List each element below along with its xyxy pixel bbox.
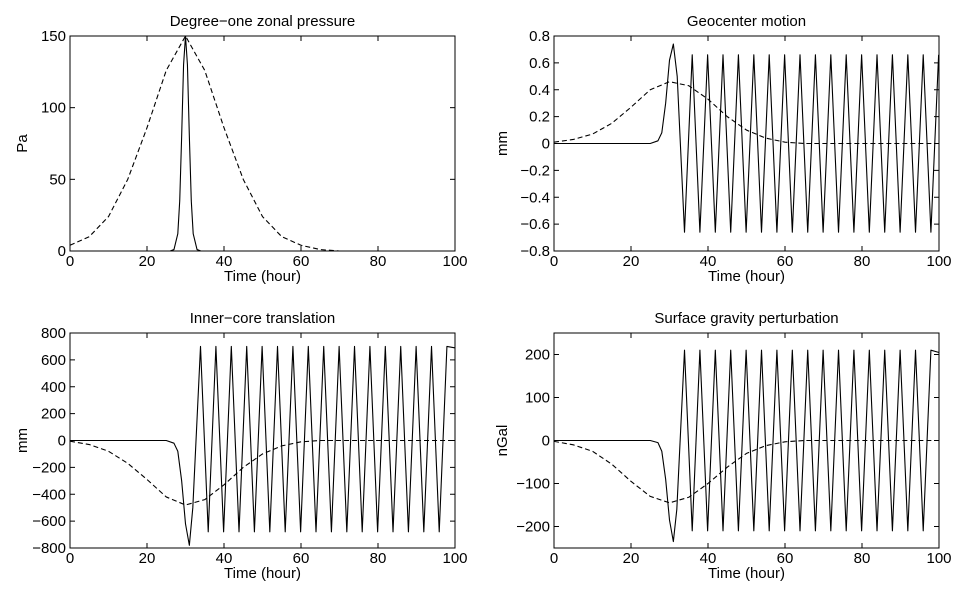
x-tick-label: 60 — [777, 550, 794, 567]
x-tick-label: 100 — [926, 550, 951, 567]
chart-title: Geocenter motion — [687, 13, 806, 30]
y-tick-label: 200 — [525, 347, 550, 364]
chart-title: Degree−one zonal pressure — [170, 13, 356, 30]
y-tick-label: 0.6 — [529, 55, 550, 72]
y-tick-label: 100 — [41, 100, 66, 117]
x-tick-label: 0 — [66, 550, 74, 567]
x-tick-label: 80 — [370, 550, 387, 567]
plot-frame — [69, 35, 456, 252]
y-tick-label: 400 — [41, 379, 66, 396]
x-axis-label: Time (hour) — [708, 268, 785, 285]
y-tick-label: −800 — [32, 540, 66, 557]
x-tick-label: 0 — [550, 550, 558, 567]
x-tick-label: 100 — [926, 253, 951, 270]
chart-panel-geocenter: Geocenter motion 0 20 40 60 80 100 −0.8 −0.6 −0.4… — [494, 13, 952, 285]
x-tick-label: 100 — [442, 253, 467, 270]
x-tick-label: 60 — [293, 253, 310, 270]
x-tick-label: 0 — [550, 253, 558, 270]
series-line-solid — [70, 345, 455, 546]
x-tick-label: 40 — [216, 253, 233, 270]
y-tick-label: 600 — [41, 352, 66, 369]
series-line-solid — [554, 349, 939, 543]
y-tick-label: 0 — [58, 243, 66, 260]
y-tick-label: 800 — [41, 325, 66, 342]
y-tick-label: 0.8 — [529, 28, 550, 45]
y-axis-label: Pa — [14, 134, 31, 153]
x-tick-label: 20 — [139, 253, 156, 270]
x-tick-label: 80 — [370, 253, 387, 270]
x-axis-label: Time (hour) — [224, 268, 301, 285]
x-tick-label: 40 — [700, 253, 717, 270]
y-axis-label: mm — [14, 428, 31, 453]
chart-panel-pressure: Degree−one zonal pressure 0 20 40 60 80 100 0 50… — [14, 13, 468, 285]
x-axis-label: Time (hour) — [708, 565, 785, 582]
y-tick-label: −200 — [32, 459, 66, 476]
x-tick-label: 40 — [700, 550, 717, 567]
y-tick-label: 100 — [525, 390, 550, 407]
series-line-solid — [70, 36, 455, 251]
y-tick-label: 0.2 — [529, 109, 550, 126]
y-tick-label: −0.4 — [520, 189, 550, 206]
x-tick-label: 20 — [139, 550, 156, 567]
x-tick-label: 60 — [293, 550, 310, 567]
y-tick-label: 150 — [41, 28, 66, 45]
series-line-dashed — [70, 439, 455, 506]
x-tick-label: 40 — [216, 550, 233, 567]
y-axis-label: mm — [494, 131, 511, 156]
series-line-solid — [554, 43, 939, 233]
y-tick-label: 200 — [41, 406, 66, 423]
y-tick-label: 50 — [49, 171, 66, 188]
x-tick-label: 80 — [854, 253, 871, 270]
y-tick-label: −0.8 — [520, 243, 550, 260]
chart-title: Inner−core translation — [190, 310, 336, 327]
x-tick-label: 60 — [777, 253, 794, 270]
y-tick-label: −0.2 — [520, 162, 550, 179]
x-tick-label: 20 — [623, 550, 640, 567]
y-tick-label: 0.4 — [529, 82, 550, 99]
y-tick-label: −100 — [516, 476, 550, 493]
x-tick-label: 80 — [854, 550, 871, 567]
y-tick-label: −200 — [516, 519, 550, 536]
x-axis-label: Time (hour) — [224, 565, 301, 582]
series-line-dashed — [554, 439, 939, 504]
y-tick-label: −600 — [32, 513, 66, 530]
y-tick-label: −0.6 — [520, 216, 550, 233]
chart-panel-inner-core: Inner−core translation 0 20 40 60 80 100 −800 −6… — [14, 310, 468, 582]
x-tick-label: 20 — [623, 253, 640, 270]
x-tick-label: 100 — [442, 550, 467, 567]
x-tick-label: 0 — [66, 253, 74, 270]
y-tick-label: 0 — [542, 433, 550, 450]
chart-panel-gravity: Surface gravity perturbation 0 20 40 60 80 100… — [494, 310, 952, 582]
series-line-dashed — [554, 81, 939, 145]
y-tick-label: −400 — [32, 486, 66, 503]
y-axis-label: nGal — [494, 425, 511, 457]
y-tick-label: 0 — [58, 433, 66, 450]
y-tick-label: 0 — [542, 136, 550, 153]
series-line-dashed — [70, 36, 455, 251]
chart-title: Surface gravity perturbation — [654, 310, 838, 327]
